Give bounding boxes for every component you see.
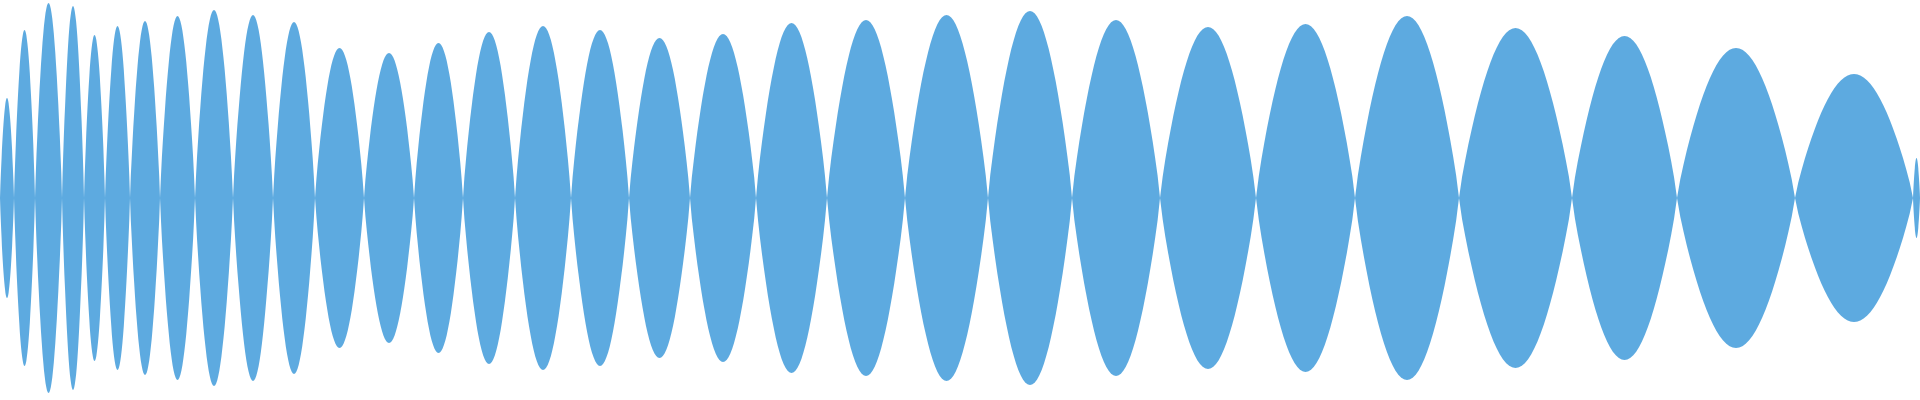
waveform-lobe — [690, 34, 756, 362]
waveform-lobe — [35, 3, 62, 393]
waveform-lobe — [463, 32, 515, 364]
waveform-lobe — [14, 30, 35, 366]
waveform-lobe — [315, 48, 364, 348]
waveform-lobe — [1256, 24, 1355, 372]
waveform-lobe — [1459, 28, 1572, 368]
waveform-lobe — [0, 98, 14, 298]
waveform-lobe — [629, 38, 690, 358]
waveform-lobe — [233, 15, 273, 381]
waveform-lobe — [1072, 20, 1160, 376]
waveform-lobe — [160, 16, 195, 380]
waveform-lobe — [827, 20, 905, 376]
waveform-lobe — [515, 26, 571, 370]
waveform-lobe — [1913, 158, 1920, 238]
waveform-lobe — [195, 10, 233, 386]
waveform-lobe — [1795, 74, 1913, 322]
waveform-lobe — [1572, 36, 1677, 360]
waveform-lobe — [1677, 48, 1795, 348]
waveform-lobe — [364, 53, 414, 343]
waveform-lobe — [905, 15, 988, 381]
waveform-lobe — [1355, 16, 1459, 380]
waveform-lobe — [571, 30, 629, 366]
waveform-lobe — [414, 43, 463, 353]
waveform-lobe — [130, 21, 160, 375]
waveform-lobe — [273, 22, 315, 374]
waveform-lobe — [84, 35, 105, 361]
waveform-lobe — [1160, 27, 1256, 369]
waveform-lobe — [105, 26, 130, 370]
waveform-lobe — [62, 6, 84, 390]
waveform-lobe — [988, 11, 1072, 385]
waveform-lobe — [756, 23, 827, 373]
